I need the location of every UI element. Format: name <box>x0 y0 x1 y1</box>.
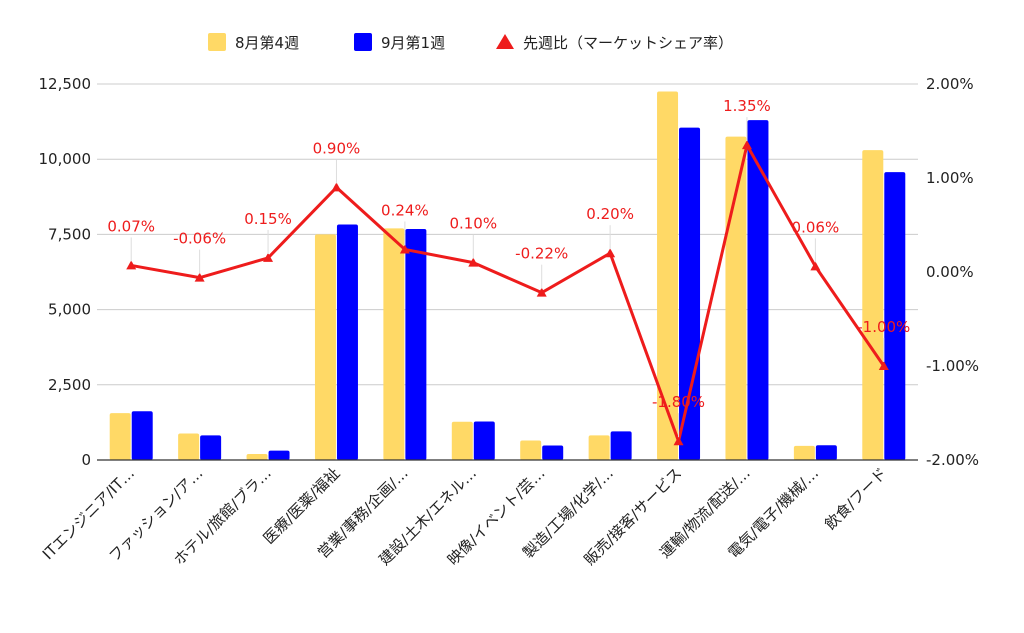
right-tick-label: 1.00% <box>926 169 974 187</box>
bar <box>725 136 747 460</box>
legend-marker <box>496 34 514 49</box>
share-point <box>331 182 342 192</box>
right-y-axis: -2.00% -1.00% 0.00% 1.00% 2.00% <box>926 75 979 469</box>
legend: 8月第4週 9月第1週 先週比（マーケットシェア率） <box>208 33 733 52</box>
bar <box>862 150 884 460</box>
legend-item: 先週比（マーケットシェア率） <box>496 34 733 52</box>
point-label: 1.35% <box>723 97 771 115</box>
legend-label: 8月第4週 <box>235 34 299 52</box>
right-tick-label: 2.00% <box>926 75 974 93</box>
legend-label: 先週比（マーケットシェア率） <box>523 34 733 52</box>
point-label: 0.10% <box>449 215 497 233</box>
point-label: 0.24% <box>381 201 429 219</box>
bar <box>178 433 200 460</box>
point-label: 0.06% <box>792 218 840 236</box>
right-tick-label: -1.00% <box>926 357 979 375</box>
x-axis: ITエンジニア/IT…ファッション/ア…ホテル/旅館/ブラ…医療/医薬/福祉営業… <box>39 464 891 569</box>
left-tick-label: 5,000 <box>48 301 91 319</box>
bars <box>109 91 906 461</box>
share-point <box>263 252 274 262</box>
bar <box>747 120 769 460</box>
bar <box>793 445 815 460</box>
point-label: -1.80% <box>652 393 705 411</box>
share-point <box>741 140 752 150</box>
right-tick-label: 0.00% <box>926 263 974 281</box>
legend-label: 9月第1週 <box>381 34 445 52</box>
line-series <box>126 140 889 446</box>
point-label: 0.20% <box>586 205 634 223</box>
bar <box>588 435 610 460</box>
point-label: 0.90% <box>313 139 361 157</box>
point-label: -1.00% <box>857 318 910 336</box>
point-label: -0.06% <box>173 230 226 248</box>
category-label: 飲食/フード <box>821 464 890 533</box>
bar <box>405 228 427 460</box>
legend-swatch <box>208 33 226 51</box>
bar <box>246 453 268 460</box>
share-point <box>126 260 137 270</box>
legend-item: 8月第4週 <box>208 33 299 52</box>
share-point <box>194 272 205 282</box>
point-label: 0.15% <box>244 210 292 228</box>
left-tick-label: 0 <box>81 451 91 469</box>
bar <box>884 172 906 460</box>
right-tick-label: -2.00% <box>926 451 979 469</box>
point-labels: 0.07% -0.06% 0.15% 0.90% 0.24% 0.10% -0.22% 0.2… <box>107 97 910 438</box>
bar <box>610 431 632 460</box>
bar <box>451 421 473 460</box>
bar <box>542 445 564 460</box>
bar <box>336 224 358 460</box>
bar <box>657 91 679 461</box>
left-tick-label: 2,500 <box>48 376 91 394</box>
bar <box>109 413 131 460</box>
left-y-axis: 0 2,500 5,000 7,500 10,000 12,500 <box>39 75 92 469</box>
left-tick-label: 12,500 <box>39 75 92 93</box>
left-tick-label: 10,000 <box>39 150 92 168</box>
bar <box>314 234 336 460</box>
legend-item: 9月第1週 <box>354 33 445 52</box>
bar <box>473 421 495 460</box>
share-point <box>605 248 616 258</box>
bar <box>268 450 290 460</box>
share-line <box>130 143 886 443</box>
share-point <box>810 261 821 271</box>
bar <box>131 411 153 460</box>
bar <box>815 445 837 460</box>
share-point <box>468 257 479 267</box>
point-label: 0.07% <box>107 217 155 235</box>
point-label: -0.22% <box>515 245 568 263</box>
legend-swatch <box>354 33 372 51</box>
bar <box>383 228 405 460</box>
left-tick-label: 7,500 <box>48 225 91 243</box>
share-point <box>536 287 547 297</box>
gridlines <box>97 83 918 386</box>
share-point <box>673 436 684 446</box>
bar <box>520 440 542 460</box>
share-point <box>878 361 889 370</box>
share-point <box>399 244 410 254</box>
bar <box>200 435 222 460</box>
